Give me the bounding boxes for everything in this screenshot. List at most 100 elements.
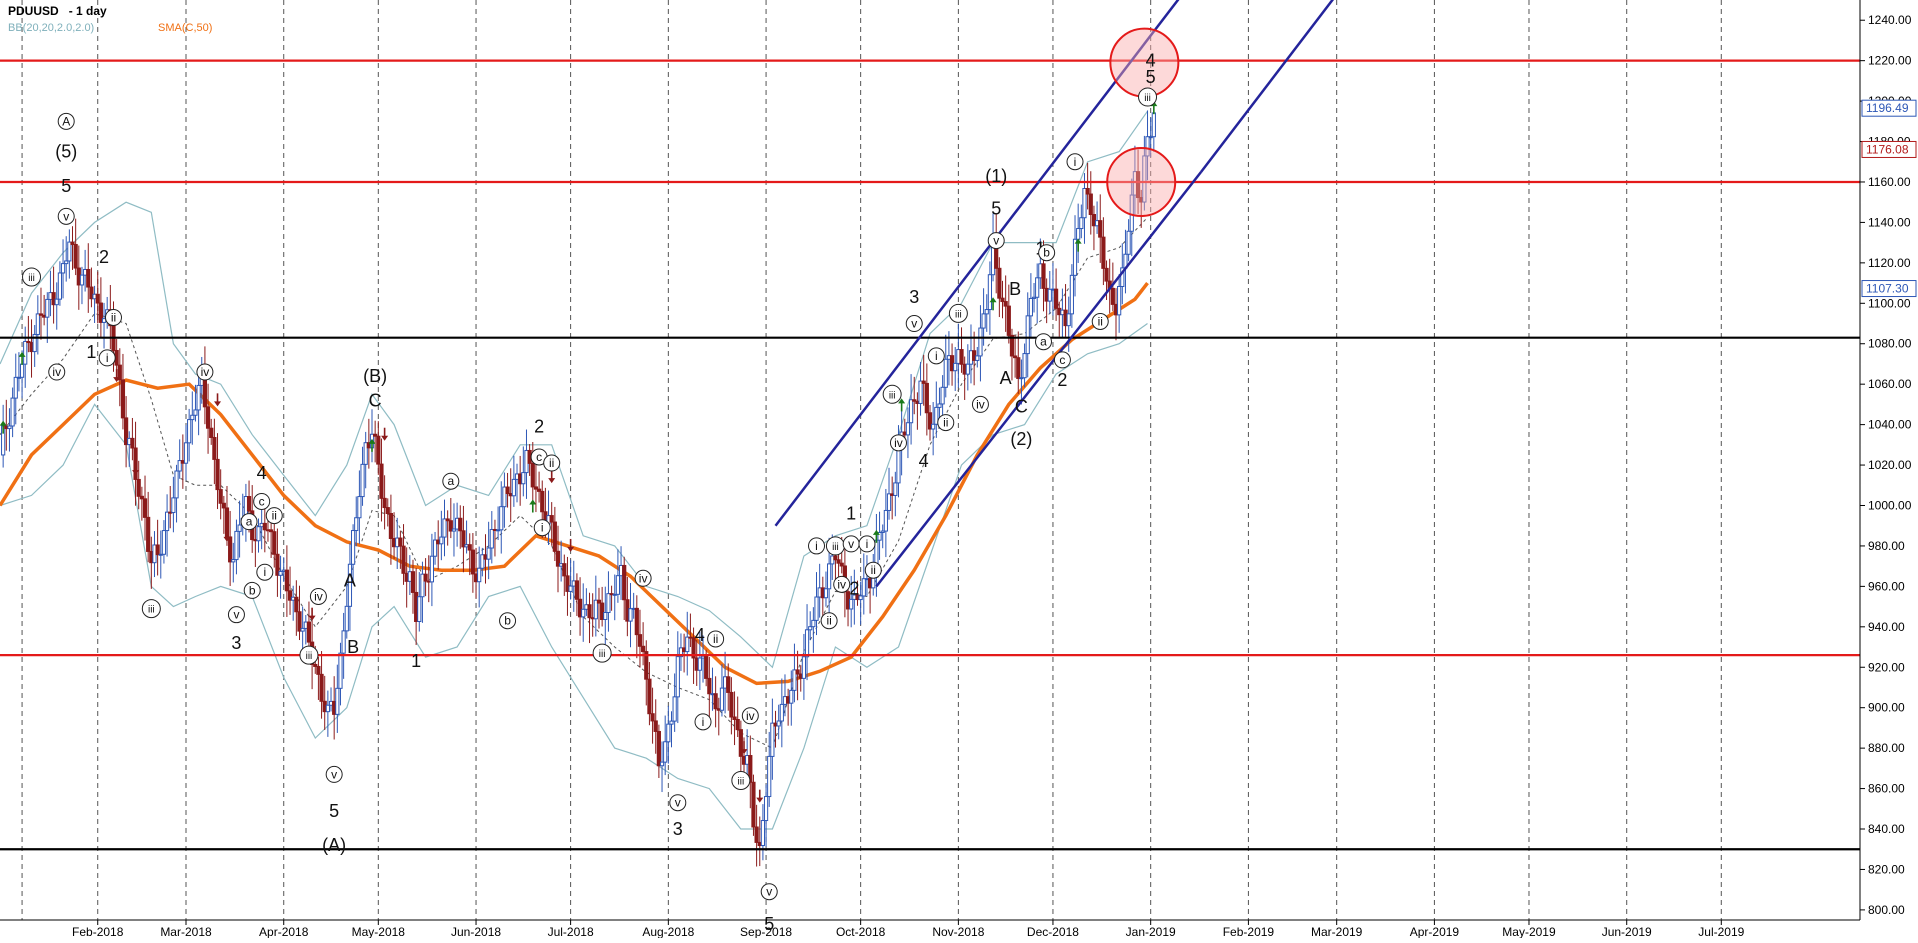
wave-label-circle: [741, 707, 759, 725]
candle-body: [767, 755, 772, 798]
candle-body: [256, 526, 261, 542]
y-tick-label: 940.00: [1868, 620, 1905, 634]
candle-body: [398, 537, 403, 547]
wave-label-circle: [927, 347, 945, 365]
wave-label: 2: [849, 578, 859, 598]
candle-body: [190, 414, 195, 421]
wave-label: C: [369, 390, 382, 410]
candle-body: [234, 530, 239, 561]
candle-body: [669, 720, 674, 725]
candle-body: [644, 651, 649, 680]
wave-label: ii: [111, 310, 116, 324]
candle-body: [417, 596, 422, 622]
candle-body: [64, 260, 69, 265]
x-tick-label: Apr-2019: [1410, 925, 1460, 938]
wave-label: v: [233, 608, 239, 622]
wave-label: 2: [99, 247, 109, 267]
candle-body: [174, 470, 179, 499]
candle-body: [54, 298, 59, 306]
wave-label-circle: [937, 414, 955, 432]
candle-body: [965, 363, 970, 375]
candle-body: [612, 593, 617, 596]
candle-body: [287, 590, 293, 601]
candle-body: [729, 691, 734, 718]
candle-body: [760, 820, 766, 847]
candle-body: [470, 549, 475, 575]
candle-body: [533, 486, 539, 490]
candle-body: [587, 604, 592, 619]
candle-body: [981, 313, 986, 329]
wave-label-circle: [1138, 87, 1158, 107]
wave-label-circle: [543, 454, 561, 472]
x-tick-label: Dec-2018: [1027, 925, 1079, 938]
signal-arrow-head: [214, 401, 222, 407]
candle-body: [776, 720, 781, 727]
y-tick-label: 1060.00: [1868, 377, 1912, 391]
wave-label: i: [702, 715, 705, 729]
wave-label: i: [1074, 155, 1077, 169]
candle-body: [445, 518, 450, 522]
candle-body: [568, 585, 573, 592]
x-tick-label: Mar-2019: [1311, 925, 1363, 938]
candle-body: [379, 463, 384, 499]
wave-label: iv: [746, 709, 755, 723]
candle-body: [908, 399, 914, 424]
candle-body: [704, 655, 709, 679]
wave-label: a: [1040, 335, 1047, 349]
candle-body: [86, 268, 91, 288]
wave-label-circle: [971, 395, 989, 413]
candle-body: [814, 596, 819, 621]
candle-body: [953, 362, 958, 372]
candle-body: [164, 511, 170, 532]
candle-body: [1069, 274, 1074, 315]
candle-body: [1126, 230, 1131, 255]
wave-label: iv: [201, 365, 210, 379]
candle-body: [934, 406, 939, 425]
wave-label: A: [1000, 368, 1012, 388]
candle-body: [987, 274, 992, 311]
candle-body: [155, 544, 160, 556]
wave-label: c: [1059, 353, 1065, 367]
candle-body: [376, 435, 381, 465]
candle-body: [79, 274, 85, 286]
candle-body: [306, 621, 312, 643]
wave-label: v: [766, 885, 772, 899]
candle-body: [193, 409, 198, 416]
wave-label: (1): [985, 166, 1007, 186]
wave-label: 5: [991, 198, 1001, 218]
candle-body: [622, 564, 627, 601]
candle-body: [877, 531, 882, 541]
candle-body: [489, 528, 494, 549]
x-tick-label: Oct-2018: [836, 925, 886, 938]
wave-label: ii: [943, 416, 948, 430]
wave-label: i: [541, 521, 544, 535]
wave-label: ii: [1098, 314, 1103, 328]
wave-label-circle: [57, 207, 75, 225]
wave-label: 3: [231, 633, 241, 653]
candle-body: [10, 397, 15, 427]
candle-body: [101, 318, 107, 323]
candle-body: [461, 530, 466, 548]
candle-body: [388, 512, 394, 539]
x-tick-label: Feb-2019: [1223, 925, 1275, 938]
wave-label-circle: [833, 575, 851, 593]
wave-label-circle: [808, 537, 826, 555]
candle-body: [382, 497, 387, 509]
candle-body: [451, 528, 457, 532]
candle-body: [943, 358, 948, 388]
candle-body: [13, 376, 18, 399]
signal-arrow-head: [0, 420, 7, 426]
wave-label: b: [504, 614, 511, 628]
candle-body: [486, 547, 491, 560]
candle-body: [272, 531, 277, 555]
wave-label: v: [993, 234, 999, 248]
y-tick-label: 840.00: [1868, 822, 1905, 836]
wave-label-circle: [48, 363, 66, 381]
y-tick-label: 920.00: [1868, 660, 1905, 674]
candle-body: [719, 687, 725, 711]
wave-label: 4: [695, 625, 705, 645]
candle-body: [880, 530, 885, 533]
candle-body: [221, 502, 226, 509]
